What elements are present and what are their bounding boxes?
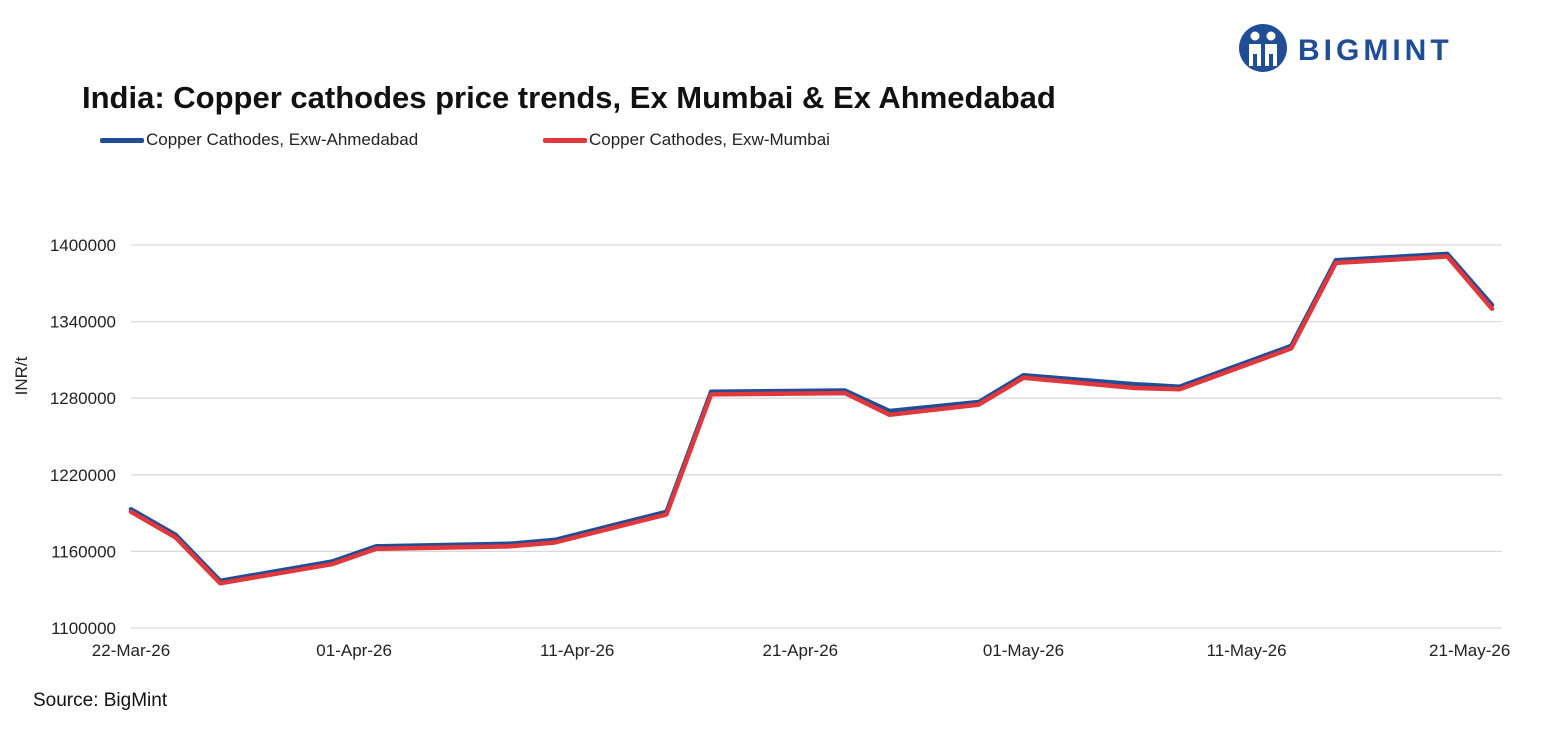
x-tick-label: 11-Apr-26: [540, 641, 614, 660]
source-note: Source: BigMint: [33, 690, 168, 711]
legend-item-mumbai: Copper Cathodes, Exw-Mumbai: [543, 130, 830, 150]
x-tick-label: 11-May-26: [1207, 641, 1287, 660]
legend-label-ahmedabad: Copper Cathodes, Exw-Ahmedabad: [146, 130, 419, 149]
x-tick-label: 01-May-26: [983, 641, 1064, 660]
x-tick-label: 22-Mar-26: [92, 641, 170, 660]
y-tick-label: 1160000: [51, 542, 116, 561]
y-tick-label: 1400000: [50, 236, 116, 255]
legend-label-mumbai: Copper Cathodes, Exw-Mumbai: [589, 130, 830, 149]
x-tick-label: 21-May-26: [1429, 641, 1510, 660]
legend-swatch-mumbai: [543, 137, 587, 143]
y-tick-label: 1220000: [50, 466, 116, 485]
y-tick-label: 1100000: [51, 619, 116, 638]
gridlines: [131, 244, 1502, 629]
series-line-mumbai: [128, 254, 1495, 586]
brand-name: BIGMINT: [1298, 34, 1453, 67]
series-line-ahmedabad: [128, 251, 1495, 584]
legend-swatch-ahmedabad: [100, 137, 144, 143]
y-tick-labels: 1100000 1160000 1220000 1280000 1340000 14000…: [50, 236, 116, 638]
legend-item-ahmedabad: Copper Cathodes, Exw-Ahmedabad: [100, 130, 418, 150]
series-lines: [128, 251, 1495, 586]
chart-title: India: Copper cathodes price trends, Ex …: [82, 80, 1056, 115]
y-tick-label: 1280000: [50, 389, 116, 408]
x-tick-label: 01-Apr-26: [316, 641, 392, 660]
x-tick-label: 21-Apr-26: [763, 641, 839, 660]
x-tick-labels: 22-Mar-26 01-Apr-26 11-Apr-26 21-Apr-26 01-M…: [92, 641, 1511, 660]
y-tick-label: 1340000: [50, 313, 116, 332]
y-axis-title: INR/t: [12, 356, 31, 395]
bigmint-logo: BIGMINT: [1238, 20, 1508, 76]
